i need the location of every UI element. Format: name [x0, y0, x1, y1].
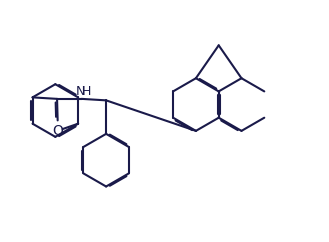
Text: O: O: [52, 124, 63, 138]
Text: H: H: [82, 85, 91, 98]
Text: N: N: [76, 85, 86, 98]
